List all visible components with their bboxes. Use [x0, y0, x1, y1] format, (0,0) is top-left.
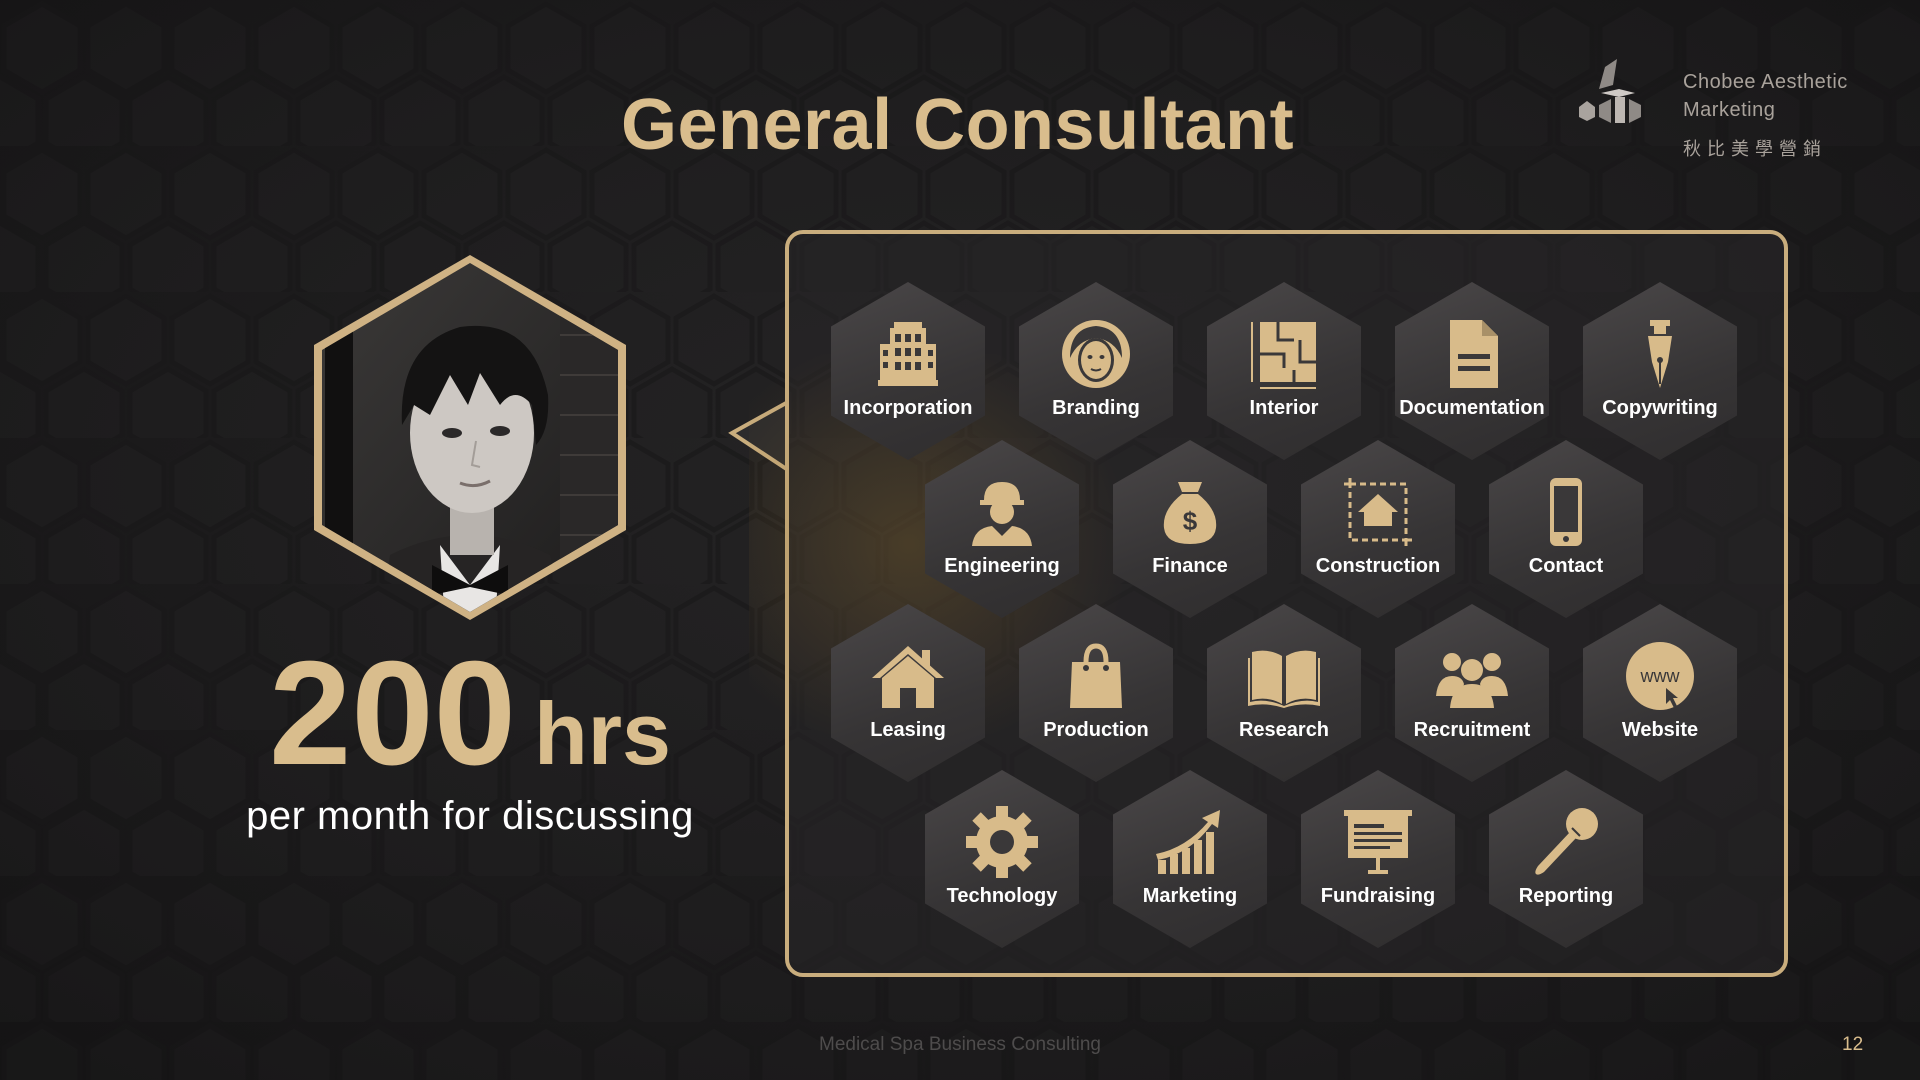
- phone-icon: [1550, 478, 1582, 546]
- www-globe-icon: www: [1626, 642, 1694, 710]
- service-tile-leasing[interactable]: Leasing: [831, 604, 985, 782]
- slide-footer: Medical Spa Business Consulting: [819, 1034, 1101, 1055]
- service-tile-construction[interactable]: Construction: [1301, 440, 1455, 618]
- building-icon: [878, 322, 938, 386]
- service-label: Research: [1238, 719, 1330, 741]
- service-tile-interior[interactable]: Interior: [1207, 282, 1361, 460]
- service-label: Copywriting: [1602, 397, 1718, 419]
- page-number: 12: [1842, 1034, 1864, 1055]
- service-tile-fundraising[interactable]: Fundraising: [1301, 770, 1455, 948]
- money-bag-icon: $: [1163, 482, 1217, 544]
- service-tile-incorporation[interactable]: Incorporation: [831, 282, 985, 460]
- service-label: Construction: [1315, 555, 1441, 577]
- service-label: Production: [1043, 719, 1149, 741]
- service-label: Contact: [1528, 555, 1604, 577]
- services-panel: Incorporation Branding Interior: [749, 230, 1788, 977]
- service-label: Finance: [1152, 555, 1228, 577]
- people-group-icon: [1436, 653, 1508, 708]
- service-tile-contact[interactable]: Contact: [1489, 440, 1643, 618]
- service-label: Documentation: [1399, 397, 1545, 419]
- service-label: Interior: [1249, 397, 1319, 419]
- hours-unit: hrs: [533, 684, 671, 783]
- house-blueprint-icon: [1344, 478, 1412, 546]
- slide-title: General Consultant: [620, 85, 1295, 165]
- service-tile-reporting[interactable]: Reporting: [1489, 770, 1643, 948]
- service-label: Leasing: [870, 719, 946, 741]
- service-tile-technology[interactable]: Technology: [925, 770, 1079, 948]
- document-icon: [1450, 320, 1498, 388]
- svg-text:$: $: [1183, 506, 1198, 536]
- service-tile-website[interactable]: www Website: [1583, 604, 1737, 782]
- service-label: Branding: [1052, 397, 1140, 419]
- service-tile-research[interactable]: Research: [1207, 604, 1361, 782]
- service-label: Technology: [946, 885, 1058, 907]
- brand-name-line2: Marketing: [1683, 99, 1776, 121]
- microphone-icon: [1535, 808, 1598, 875]
- floorplan-icon: [1251, 322, 1316, 389]
- brand-logo: Chobee Aesthetic Marketing 秋比美學營銷: [1575, 55, 1875, 165]
- service-label: Recruitment: [1413, 719, 1531, 741]
- shopping-bag-icon: [1070, 643, 1122, 708]
- hours-number: 200: [269, 631, 516, 796]
- consultant-portrait: [314, 255, 626, 620]
- service-label: Marketing: [1142, 885, 1238, 907]
- fountain-pen-icon: [1648, 320, 1672, 388]
- gear-icon: [966, 806, 1038, 878]
- hours-stat: 200 hrs per month for discussing: [200, 640, 740, 839]
- open-book-icon: [1248, 650, 1320, 708]
- svg-text:www: www: [1640, 666, 1681, 686]
- woman-face-icon: [1062, 320, 1130, 388]
- service-tile-recruitment[interactable]: Recruitment: [1395, 604, 1549, 782]
- service-tile-documentation[interactable]: Documentation: [1395, 282, 1549, 460]
- engineer-icon: [972, 482, 1032, 546]
- growth-chart-icon: [1156, 810, 1220, 874]
- service-label: Website: [1621, 719, 1699, 741]
- presentation-board-icon: [1344, 810, 1412, 874]
- service-label: Reporting: [1518, 885, 1614, 907]
- brand-name-chinese: 秋比美學營銷: [1683, 139, 1827, 159]
- hours-caption: per month for discussing: [246, 794, 694, 838]
- service-label: Fundraising: [1320, 885, 1436, 907]
- brand-name-line1: Chobee Aesthetic: [1683, 71, 1848, 93]
- service-tile-copywriting[interactable]: Copywriting: [1583, 282, 1737, 460]
- service-label: Engineering: [944, 555, 1060, 577]
- logo-mark-icon: [1579, 59, 1641, 123]
- service-tile-marketing[interactable]: Marketing: [1113, 770, 1267, 948]
- service-label: Incorporation: [843, 397, 973, 419]
- house-icon: [872, 646, 944, 708]
